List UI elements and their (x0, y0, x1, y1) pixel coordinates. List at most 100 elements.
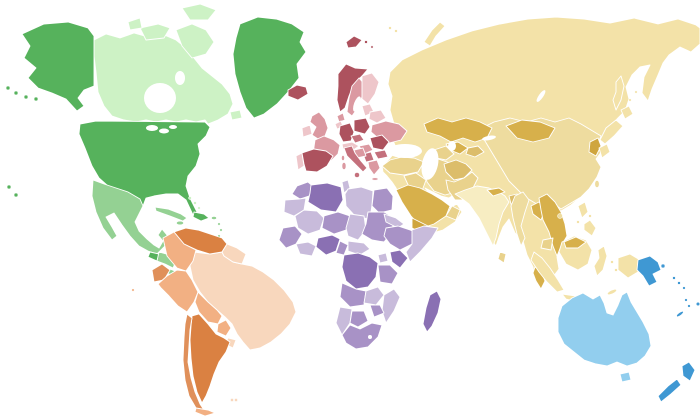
aleutian-island (33, 96, 39, 102)
country-angola (339, 282, 367, 308)
country-poland (353, 117, 371, 135)
bahamas-island (197, 206, 201, 210)
island-new-caledonia (676, 311, 684, 317)
country-sri-lanka (497, 251, 507, 264)
country-belarus (368, 109, 387, 124)
country-bulgaria (373, 149, 389, 160)
hawaii-island (13, 192, 19, 198)
country-namibia (335, 306, 353, 336)
hudson-strait (175, 71, 185, 85)
solomon-island (672, 276, 676, 280)
country-uganda (377, 252, 389, 264)
lake-baikal (536, 90, 546, 102)
island-mindanao-philippines (583, 219, 597, 237)
country-lesotho (368, 335, 372, 339)
aleutian-island (23, 94, 29, 100)
island-timor (607, 289, 617, 295)
country-south-korea (588, 137, 602, 157)
kuril-island (628, 98, 632, 102)
continent-africa (278, 179, 442, 350)
nz-south-island (657, 378, 682, 403)
country-tunisia (341, 179, 351, 194)
country-niger (321, 211, 351, 235)
island-sumatra (530, 251, 565, 293)
island-sakhalin (612, 75, 625, 111)
island-luzon-philippines (577, 201, 589, 219)
island-sardinia (341, 162, 347, 170)
country-greece (367, 159, 381, 176)
island-novaya-zemlya (423, 21, 446, 47)
country-egypt (371, 187, 394, 214)
country-nigeria (315, 234, 341, 256)
country-chile (182, 313, 205, 411)
island-hainan (557, 213, 563, 219)
franz-josef-island (388, 26, 392, 30)
country-greenland (232, 16, 307, 119)
country-hispaniola (192, 211, 210, 222)
svalbard-islet (364, 40, 368, 44)
country-india (454, 185, 510, 247)
country-botswana (349, 310, 369, 328)
bahamas-island (193, 201, 197, 205)
island-taiwan (594, 180, 600, 188)
island-kyushu (598, 143, 611, 159)
country-pakistan (445, 171, 479, 201)
continent-south-america (131, 227, 297, 417)
falkland-island (230, 398, 234, 402)
country-italy (343, 145, 368, 173)
country-puerto-rico (211, 216, 217, 220)
aleutian-island (5, 85, 11, 91)
vanuatu-island (687, 304, 691, 308)
country-afghanistan (443, 159, 473, 181)
country-denmark (336, 112, 346, 123)
country-czechia (350, 133, 365, 144)
country-ivory-coast-ghana (295, 241, 317, 257)
antilles-island (219, 228, 223, 232)
country-colombia (162, 231, 197, 272)
country-ireland (301, 124, 313, 138)
hawaii-island (6, 184, 12, 190)
country-oman (445, 205, 461, 221)
country-myanmar (510, 191, 530, 247)
continent-europe (287, 35, 408, 181)
country-cuba (154, 206, 188, 222)
island-corsica (341, 155, 345, 161)
philippine-island (588, 214, 592, 218)
island-crete (371, 177, 379, 181)
country-mexico (91, 179, 168, 255)
country-eritrea (383, 213, 405, 229)
country-germany (338, 122, 355, 143)
country-paraguay (216, 319, 232, 337)
region-tierra-del-fuego (194, 407, 216, 417)
island-tasmania (619, 371, 632, 383)
falkland-island (234, 398, 238, 402)
continent-asia (381, 16, 700, 306)
aleutian-island (13, 90, 19, 96)
island-hokkaido (620, 105, 634, 120)
country-argentina (189, 313, 231, 404)
baltic-sea (353, 96, 361, 112)
country-mongolia (505, 119, 556, 143)
antilles-island (217, 222, 221, 226)
country-kyrgyzstan-tajikistan (465, 145, 485, 158)
caspian-sea (421, 148, 439, 180)
country-usa (78, 120, 211, 217)
island-baffin (175, 23, 215, 59)
island-banks (127, 17, 143, 31)
country-algeria (307, 182, 344, 213)
country-cambodia (540, 237, 554, 251)
lake-balkhash (482, 135, 496, 141)
moluccas-island (610, 260, 614, 264)
island-svalbard (345, 35, 363, 49)
country-australia (557, 291, 652, 367)
region-guyanas (221, 243, 247, 265)
vanuatu-island (684, 298, 688, 302)
nz-north-island (681, 361, 696, 382)
franz-josef-island (394, 29, 398, 33)
great-lake (159, 128, 169, 134)
country-alaska (21, 21, 95, 112)
country-chad (345, 213, 367, 241)
country-papua-new-guinea (636, 255, 662, 287)
island-west-papua (617, 253, 641, 279)
black-sea (388, 144, 422, 158)
